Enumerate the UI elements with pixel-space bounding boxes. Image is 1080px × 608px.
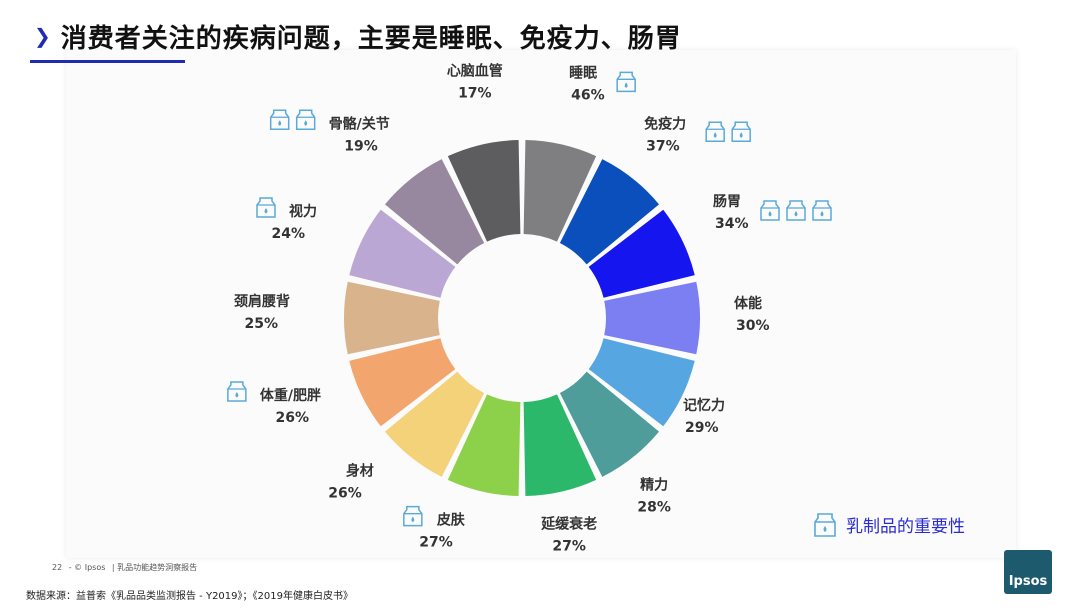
slice-5 — [588, 338, 695, 427]
slice-value-7: 27% — [552, 539, 586, 555]
donut-labels: 睡眠 46% 免疫力 37% 肠胃 34% 体能 30% 记忆力 29% 精力 28% 延缓衰老 27% 皮… — [233, 62, 770, 554]
slice-label-8: 皮肤 — [436, 512, 466, 529]
slice-9 — [384, 371, 485, 477]
ipsos-logo: Ipsos — [1004, 550, 1052, 594]
slice-13 — [384, 159, 485, 265]
slice-label-1: 睡眠 — [569, 65, 597, 81]
milk-carton-icon — [705, 121, 725, 143]
page-footer: 22 - © Ipsos | 乳品功能趋势洞察报告 — [52, 562, 201, 573]
slice-8 — [447, 394, 521, 496]
slice-7 — [523, 394, 597, 496]
milk-carton-icon — [256, 197, 276, 218]
slice-value-11: 25% — [244, 316, 278, 332]
data-source: 数据来源：益普索《乳品品类监测报告 - Y2019》；《2019年健康白皮书》 — [26, 591, 353, 602]
slice-label-5: 记忆力 — [683, 397, 725, 414]
slice-14 — [447, 140, 521, 242]
slice-4 — [604, 281, 700, 355]
milk-carton-icon — [403, 505, 423, 527]
legend-label: 乳制品的重要性 — [846, 516, 965, 537]
slice-value-8: 27% — [419, 535, 453, 551]
slice-label-2: 免疫力 — [644, 115, 686, 132]
slice-value-2: 37% — [646, 138, 680, 154]
slice-label-14: 心脑血管 — [447, 62, 503, 79]
page-number: 22 — [52, 563, 63, 572]
arrow-bullet-icon: ❯ — [34, 24, 51, 48]
slice-label-6: 精力 — [640, 477, 668, 494]
slice-value-9: 26% — [328, 486, 362, 502]
milk-carton-icon — [812, 200, 832, 221]
slice-value-6: 28% — [637, 500, 671, 516]
slice-value-1: 46% — [571, 87, 605, 103]
slice-label-12: 视力 — [289, 203, 317, 220]
slice-3 — [588, 209, 695, 298]
report-name: | 乳品功能趋势洞察报告 — [111, 563, 198, 572]
copyright: - © Ipsos — [68, 563, 106, 572]
slice-11 — [344, 281, 440, 355]
milk-carton-icon — [616, 71, 636, 93]
slice-value-4: 30% — [736, 318, 770, 334]
slice-1 — [523, 140, 597, 242]
page-title: ❯ 消费者关注的疾病问题，主要是睡眠、免疫力、肠胃 — [34, 16, 682, 56]
milk-carton-icon — [760, 200, 780, 221]
milk-carton-icon — [269, 109, 290, 131]
legend: 乳制品的重要性 — [812, 510, 965, 538]
slice-label-11: 颈肩腰背 — [233, 293, 290, 310]
slice-value-10: 26% — [275, 410, 309, 426]
donut-slices — [344, 140, 700, 496]
slice-value-13: 19% — [344, 138, 378, 154]
slice-value-14: 17% — [458, 85, 492, 101]
milk-carton-icon — [814, 513, 836, 537]
slice-10 — [349, 338, 456, 427]
slice-2 — [559, 159, 660, 265]
slice-label-4: 体能 — [734, 295, 762, 312]
slice-value-5: 29% — [685, 420, 719, 436]
slice-label-3: 肠胃 — [713, 194, 741, 210]
milk-carton-icon — [295, 109, 316, 131]
title-underline — [30, 60, 185, 63]
slice-value-3: 34% — [715, 216, 749, 232]
milk-carton-icon — [731, 121, 751, 143]
slice-label-9: 身材 — [346, 463, 374, 480]
slice-label-13: 骨骼/关节 — [329, 115, 390, 132]
slice-value-12: 24% — [271, 226, 305, 242]
milk-carton-icon — [786, 200, 806, 221]
slice-label-7: 延缓衰老 — [540, 516, 597, 533]
milk-icons — [227, 71, 832, 527]
page-title-text: 消费者关注的疾病问题，主要是睡眠、免疫力、肠胃 — [60, 23, 682, 54]
slice-12 — [349, 209, 456, 298]
slice-6 — [559, 371, 660, 477]
milk-carton-icon — [227, 381, 247, 402]
slice-label-10: 体重/肥胖 — [260, 387, 321, 404]
